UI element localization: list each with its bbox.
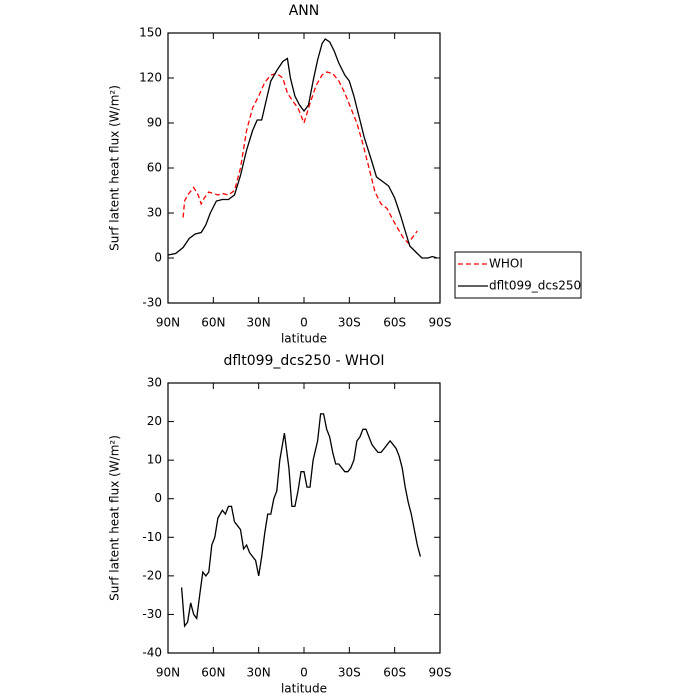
x-tick-label: 90N	[156, 666, 180, 680]
chart-title: dflt099_dcs250 - WHOI	[224, 353, 385, 369]
y-tick-label: 0	[154, 491, 162, 505]
y-tick-label: 30	[147, 376, 162, 390]
x-tick-label: 90S	[429, 666, 452, 680]
y-tick-label: 30	[147, 206, 162, 220]
y-tick-label: 20	[147, 414, 162, 428]
legend-label: WHOI	[489, 257, 523, 271]
x-tick-label: 30N	[247, 316, 271, 330]
x-axis-label: latitude	[281, 332, 327, 346]
x-tick-label: 0	[300, 316, 308, 330]
x-tick-label: 30S	[338, 666, 361, 680]
chart-title: ANN	[289, 3, 320, 19]
y-tick-label: -30	[142, 607, 162, 621]
x-tick-label: 90N	[156, 316, 180, 330]
y-tick-label: -30	[142, 296, 162, 310]
legend-box	[454, 251, 582, 299]
y-tick-label: 90	[147, 116, 162, 130]
x-axis-label: latitude	[281, 682, 327, 696]
y-tick-label: -20	[142, 568, 162, 582]
plot-frame	[167, 32, 441, 304]
y-tick-label: 60	[147, 161, 162, 175]
x-tick-label: 30N	[247, 666, 271, 680]
y-tick-label: 150	[139, 26, 162, 40]
y-tick-label: -10	[142, 530, 162, 544]
x-tick-label: 60N	[201, 666, 225, 680]
y-axis-label: Surf latent heat flux (W/m²)	[108, 85, 122, 251]
y-tick-label: -40	[142, 646, 162, 660]
x-tick-label: 60N	[201, 316, 225, 330]
y-tick-label: 120	[139, 71, 162, 85]
data-line	[180, 413, 422, 628]
x-tick-label: 90S	[429, 316, 452, 330]
legend-label: dflt099_dcs250	[489, 279, 581, 293]
x-tick-label: 60S	[383, 666, 406, 680]
y-tick-label: 10	[147, 453, 162, 467]
plot-frame	[167, 382, 441, 654]
y-tick-label: 0	[154, 251, 162, 265]
data-line	[167, 38, 438, 259]
data-line	[182, 71, 418, 244]
x-tick-label: 0	[300, 666, 308, 680]
x-tick-label: 60S	[383, 316, 406, 330]
x-tick-label: 30S	[338, 316, 361, 330]
y-axis-label: Surf latent heat flux (W/m²)	[108, 435, 122, 601]
